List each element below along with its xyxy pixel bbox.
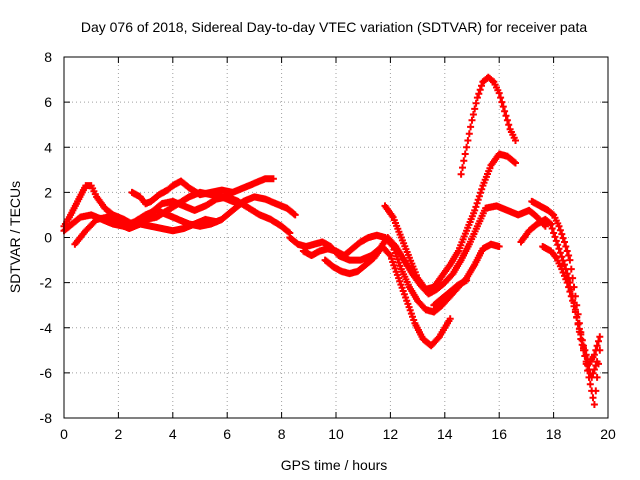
plot-frame	[63, 56, 609, 419]
x-tick-label: 4	[169, 426, 177, 442]
y-tick-label: 2	[44, 184, 52, 200]
series-trace-e	[142, 188, 245, 223]
x-tick-label: 10	[328, 426, 344, 442]
data-point-markers	[321, 243, 454, 350]
y-tick-label: -8	[40, 410, 53, 426]
x-tick-label: 20	[600, 426, 616, 442]
y-tick-label: -6	[40, 365, 53, 381]
x-tick-label: 12	[383, 426, 399, 442]
data-point-markers	[381, 150, 519, 293]
x-tick-label: 2	[115, 426, 123, 442]
y-tick-label: 0	[44, 230, 52, 246]
series-trace-h	[321, 243, 454, 350]
y-tick-label: 6	[44, 94, 52, 110]
data-point-markers	[71, 213, 220, 248]
x-tick-label: 6	[223, 426, 231, 442]
y-tick-label: -4	[40, 320, 53, 336]
x-tick-labels: 0 2 4 6 8 10 12 14 16 18 20	[60, 426, 616, 442]
series-trace-n	[539, 243, 604, 368]
series-trace-i	[381, 150, 519, 293]
x-tick-label: 14	[437, 426, 453, 442]
x-axis-label: GPS time / hours	[281, 457, 388, 473]
series-trace-m	[528, 197, 604, 408]
series-trace-j	[457, 73, 519, 178]
y-tick-label: 4	[44, 139, 52, 155]
x-tick-label: 0	[60, 426, 68, 442]
x-tick-label: 16	[491, 426, 507, 442]
x-tick-label: 18	[546, 426, 562, 442]
data-point-markers	[539, 243, 604, 368]
data-point-markers	[528, 197, 604, 408]
series-trace-c	[71, 213, 220, 248]
chart-title: Day 076 of 2018, Sidereal Day-to-day VTE…	[81, 19, 588, 35]
y-tick-label: -2	[40, 275, 53, 291]
data-points	[60, 73, 604, 408]
y-axis-label: SDTVAR / TECUs	[7, 181, 23, 293]
data-point-markers	[430, 276, 471, 309]
y-tick-label: 8	[44, 49, 52, 65]
data-point-markers	[142, 188, 245, 223]
x-tick-label: 8	[278, 426, 286, 442]
data-point-markers	[457, 73, 519, 178]
series-trace-k	[430, 276, 471, 309]
y-tick-labels: -8 -6 -4 -2 0 2 4 6 8	[40, 49, 53, 426]
